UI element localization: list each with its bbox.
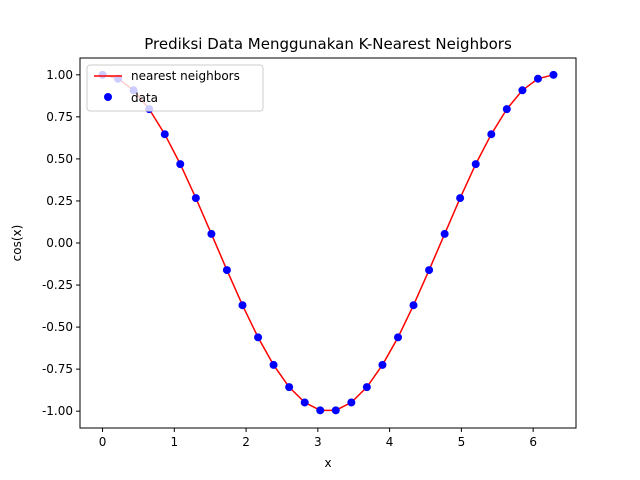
data-point [285, 383, 294, 392]
data-point [331, 406, 340, 415]
data-point [502, 105, 511, 114]
nearest-neighbors-line [102, 74, 554, 412]
x-tick-label: 4 [386, 435, 394, 449]
data-point [440, 229, 449, 238]
data-point [362, 383, 371, 392]
x-tick-label: 0 [99, 435, 107, 449]
y-tick-label: -1.00 [42, 404, 73, 418]
data-point [487, 130, 496, 139]
data-point [394, 333, 403, 342]
x-axis: 0 1 2 3 4 5 6 [99, 428, 537, 449]
data-point [176, 160, 185, 169]
y-axis: -1.00 -0.75 -0.50 -0.25 0.00 0.25 0.50 0.75 1.00 [42, 68, 80, 418]
data-point [269, 360, 278, 369]
data-point [300, 398, 309, 407]
chart-title: Prediksi Data Menggunakan K-Nearest Neig… [144, 35, 512, 53]
data-point [316, 406, 325, 415]
data-point [238, 301, 247, 310]
y-tick-label: 0.75 [46, 110, 73, 124]
data-point [378, 360, 387, 369]
y-tick-label: 1.00 [46, 68, 73, 82]
y-tick-label: -0.75 [42, 362, 73, 376]
y-axis-label: cos(x) [10, 225, 24, 262]
y-tick-label: -0.25 [42, 278, 73, 292]
x-axis-label: x [324, 456, 331, 470]
legend-label-data: data [131, 91, 158, 105]
legend-frame [86, 64, 264, 112]
legend-label-nearest-neighbors: nearest neighbors [131, 69, 240, 83]
data-point [425, 266, 434, 275]
y-tick-label: 0.00 [46, 236, 73, 250]
data-point [347, 398, 356, 407]
x-tick-label: 1 [170, 435, 178, 449]
y-tick-label: 0.25 [46, 194, 73, 208]
data-point [549, 70, 558, 79]
data-point [254, 333, 263, 342]
line-layer [102, 74, 554, 412]
x-tick-label: 6 [529, 435, 537, 449]
data-point [191, 194, 200, 203]
y-tick-label: -0.50 [42, 320, 73, 334]
data-point [409, 301, 418, 310]
data-point [518, 86, 527, 95]
data-point [533, 74, 542, 83]
x-tick-label: 5 [458, 435, 466, 449]
data-point [207, 229, 216, 238]
y-tick-label: 0.50 [46, 152, 73, 166]
legend-dot-swatch [104, 93, 112, 101]
data-point [471, 160, 480, 169]
data-point [160, 130, 169, 139]
x-tick-label: 2 [242, 435, 250, 449]
plot-area [80, 58, 576, 428]
data-point [456, 194, 465, 203]
x-tick-label: 3 [314, 435, 322, 449]
legend: nearest neighbors data [86, 64, 264, 112]
data-point [222, 266, 231, 275]
